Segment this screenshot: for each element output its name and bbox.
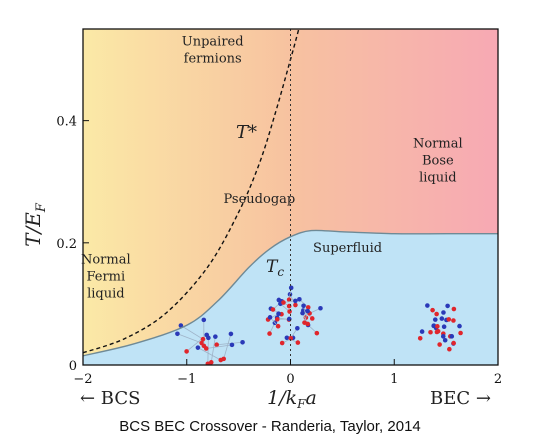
fermion-dot — [218, 357, 224, 363]
fermion-dot — [439, 316, 445, 321]
fermion-dot — [288, 285, 294, 291]
x-tick-label: 0 — [286, 372, 294, 387]
fermion-dot — [288, 335, 294, 341]
fermion-dot — [203, 346, 209, 351]
region-labels: Unpaired fermions Normal Fermi liquid Pseudog… — [81, 34, 463, 301]
fermion-dot — [267, 315, 273, 320]
fermion-dot — [457, 323, 462, 329]
fermion-dot — [214, 342, 219, 348]
fermion-dot — [440, 334, 446, 339]
fermion-dot — [279, 340, 285, 346]
fermion-dot — [297, 296, 302, 302]
fermion-dot — [441, 324, 447, 330]
fermion-dot — [449, 334, 455, 339]
fermion-dot — [201, 317, 207, 323]
fermion-dot — [451, 318, 456, 323]
fermion-dot — [446, 317, 452, 322]
fermion-dot — [281, 300, 286, 305]
fermion-dot — [309, 316, 315, 321]
fermion-dot — [295, 325, 300, 331]
fermion-dot — [270, 307, 276, 312]
fermion-dot — [240, 339, 245, 345]
fermion-dot — [274, 317, 280, 322]
fermion-dot — [204, 332, 210, 338]
fermion-dot — [301, 303, 306, 309]
figure-caption: BCS BEC Crossover - Randeria, Taylor, 20… — [119, 418, 421, 435]
pair-bond — [207, 337, 209, 364]
fermion-dot — [451, 340, 456, 346]
pair-illustrations — [175, 285, 463, 365]
y-tick-label: 0.2 — [56, 237, 77, 252]
fermion-dot — [428, 329, 433, 335]
superfluid-region — [83, 230, 498, 365]
fermion-dot — [200, 336, 206, 342]
fermion-dot — [229, 342, 235, 348]
pair-bond — [210, 336, 216, 363]
region-label: Unpaired fermions — [182, 34, 244, 66]
fermion-dot — [441, 310, 446, 315]
tc-curve — [83, 229, 498, 357]
t-star-label: T* — [236, 122, 257, 143]
fermion-dot — [419, 329, 425, 334]
fermion-dot — [432, 317, 438, 322]
fermion-dot — [300, 310, 305, 316]
fermion-dot — [430, 307, 435, 313]
t-star-curve — [83, 29, 300, 354]
pair-bond — [216, 341, 243, 346]
axis-ticks: −2 −1 0 1 2 0 0.2 0.4 — [56, 115, 502, 387]
fermion-dot — [175, 331, 180, 337]
fermion-dot — [208, 360, 214, 365]
fermion-dot — [318, 305, 323, 311]
fermion-dot — [267, 331, 272, 336]
region-label: Superfluid — [313, 241, 382, 256]
x-tick-label: −1 — [177, 372, 196, 387]
fermion-dot — [425, 303, 430, 308]
fermion-dot — [184, 349, 189, 354]
fermion-dot — [287, 309, 292, 314]
fermion-dot — [195, 345, 201, 350]
fermion-dot — [434, 311, 439, 317]
pair-bond — [180, 325, 204, 340]
fermion-dot — [305, 305, 311, 310]
fermion-dot — [228, 331, 234, 337]
y-axis-label: T/EF — [21, 202, 49, 247]
bcs-side-label: ← BCS — [80, 388, 140, 409]
fermion-dot — [442, 337, 448, 343]
fermion-dot — [284, 335, 290, 341]
x-tick-label: 1 — [390, 372, 398, 387]
fermion-dot — [295, 340, 301, 345]
y-tick-label: 0.4 — [56, 115, 77, 130]
fermion-dot — [445, 303, 450, 309]
fermion-dot — [314, 330, 320, 336]
fermion-dot — [275, 323, 281, 329]
region-label: Normal Bose liquid — [413, 136, 463, 185]
fermion-dot — [302, 320, 307, 325]
pair-bond — [223, 333, 232, 359]
fermion-dot — [293, 302, 298, 308]
fermion-dot — [447, 346, 452, 352]
fermion-dot — [431, 323, 437, 328]
x-tick-label: 2 — [494, 372, 502, 387]
fermion-dot — [435, 324, 440, 329]
pair-bond — [177, 333, 202, 344]
fermion-dot — [178, 323, 184, 328]
pair-bond — [197, 347, 221, 361]
pair-bond — [206, 344, 233, 349]
fermion-dot — [213, 334, 218, 339]
region-label: Pseudogap — [224, 192, 296, 207]
region-label: Normal Fermi liquid — [81, 252, 131, 301]
bec-side-label: BEC → — [430, 388, 491, 409]
fermion-dot — [417, 336, 423, 341]
fermion-dot — [458, 330, 463, 336]
fermion-dot — [293, 298, 298, 304]
y-tick-label: 0 — [69, 359, 77, 374]
fermion-dot — [437, 342, 442, 347]
fermion-dot — [276, 311, 281, 317]
fermion-dot — [434, 329, 440, 335]
x-axis-label: 1/kFa — [267, 387, 317, 411]
x-tick-label: −2 — [73, 372, 92, 387]
fermion-dot — [305, 308, 310, 314]
fermion-dot — [451, 306, 457, 312]
